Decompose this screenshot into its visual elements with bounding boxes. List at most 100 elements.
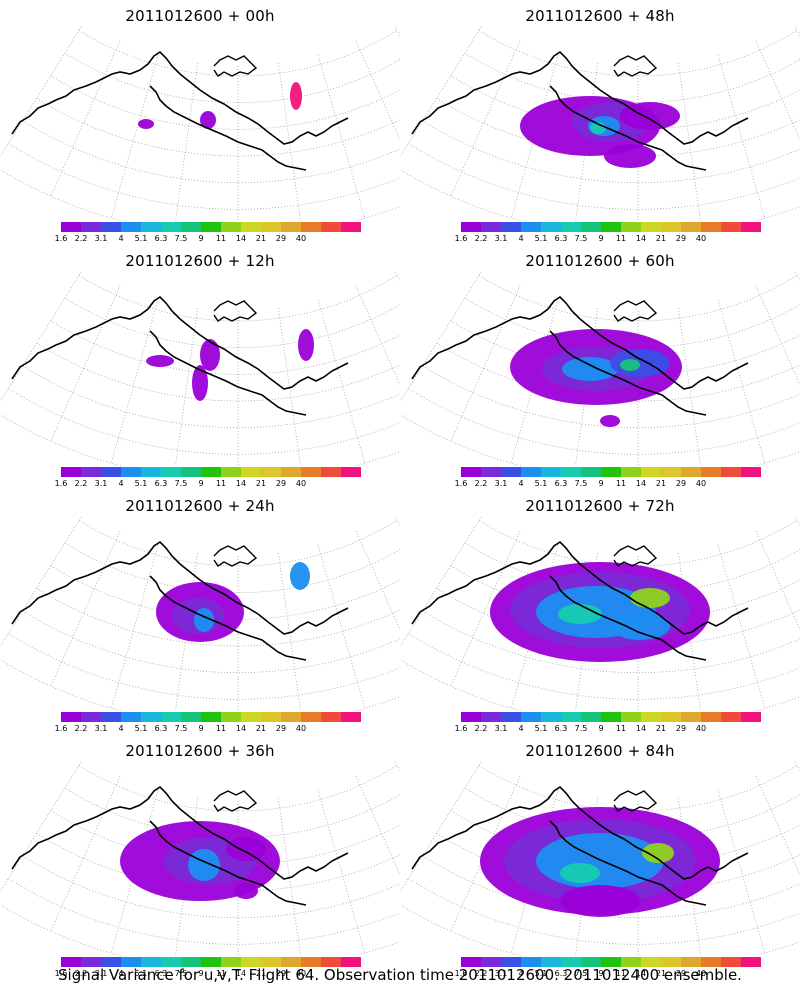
variance-contour bbox=[630, 588, 670, 608]
variance-contour bbox=[226, 837, 266, 861]
coastline-pacific bbox=[11, 785, 349, 880]
latitude-line bbox=[0, 659, 400, 711]
colorbar-tick-label: 3.1 bbox=[494, 969, 508, 978]
colorbar-labels: 1.6 2.2 3.1 4 5.1 6.3 7.5 9 11 14 21 29 40 bbox=[455, 724, 761, 736]
coastline-arctic-islands bbox=[613, 545, 658, 567]
colorbar-tick-label: 9 bbox=[598, 479, 604, 488]
colorbar-swatch bbox=[741, 957, 761, 967]
colorbar-swatch bbox=[501, 222, 521, 232]
latitude-line bbox=[464, 297, 800, 348]
colorbar-tick-label: 21 bbox=[655, 479, 667, 488]
meridian-line bbox=[317, 789, 366, 954]
latitude-line bbox=[436, 97, 800, 157]
panel-title: 2011012600 + 72h bbox=[525, 497, 675, 515]
coastline-america bbox=[549, 820, 707, 906]
colorbar-swatch bbox=[721, 712, 741, 722]
variance-field bbox=[138, 82, 302, 129]
colorbar-swatch bbox=[341, 712, 361, 722]
colorbar-swatch bbox=[481, 712, 501, 722]
variance-contour bbox=[562, 357, 618, 381]
colorbar-swatch bbox=[701, 467, 721, 477]
colorbar-tick-label: 7.5 bbox=[174, 969, 188, 978]
colorbar-tick-label: 6.3 bbox=[554, 724, 568, 733]
colorbar-tick-label: 3.1 bbox=[94, 724, 108, 733]
colorbar-tick-label: 9 bbox=[198, 724, 204, 733]
meridian-line bbox=[678, 63, 701, 221]
colorbar-swatch bbox=[681, 467, 701, 477]
colorbar-swatch bbox=[201, 467, 221, 477]
meridian-line bbox=[317, 54, 366, 219]
meridian-line bbox=[393, 761, 400, 771]
variance-contour bbox=[290, 82, 302, 110]
colorbar-swatch bbox=[281, 712, 301, 722]
colorbar-swatch bbox=[681, 957, 701, 967]
colorbar-swatch bbox=[281, 222, 301, 232]
meridian-line bbox=[355, 285, 400, 386]
meridian-line bbox=[355, 775, 400, 876]
colorbar-tick-label: 9 bbox=[598, 969, 604, 978]
meridian-line bbox=[278, 63, 301, 221]
colorbar-swatch bbox=[561, 222, 581, 232]
variance-contour bbox=[610, 349, 670, 377]
colorbar-tick-label: 3.1 bbox=[94, 234, 108, 243]
colorbar-tick-label: 21 bbox=[255, 234, 267, 243]
colorbar-swatch bbox=[101, 957, 121, 967]
colorbar-swatch bbox=[721, 467, 741, 477]
colorbar-tick-label: 11 bbox=[215, 969, 227, 978]
meridian-line bbox=[400, 26, 483, 158]
coastline-america bbox=[149, 820, 307, 906]
polar-map bbox=[400, 761, 800, 956]
colorbar-labels: 1.6 2.2 3.1 4 5.1 6.3 7.5 9 11 14 21 29 40 bbox=[55, 234, 361, 246]
colorbar-tick-label: 14 bbox=[635, 969, 647, 978]
meridian-line bbox=[317, 544, 366, 709]
colorbar-swatch bbox=[461, 712, 481, 722]
variance-field bbox=[510, 329, 682, 427]
colorbar-tick-label: 29 bbox=[675, 724, 687, 733]
latitude-line bbox=[436, 587, 800, 647]
polar-map bbox=[0, 271, 400, 466]
colorbar-tick-label: 14 bbox=[235, 234, 247, 243]
meridian-line bbox=[678, 308, 701, 466]
latitude-line bbox=[36, 97, 400, 157]
latitude-line bbox=[64, 297, 400, 348]
graticule bbox=[0, 26, 400, 221]
colorbar-swatches bbox=[461, 712, 761, 722]
colorbar-swatch bbox=[621, 712, 641, 722]
coastline-pacific bbox=[411, 540, 749, 635]
colorbar-tick-label: 1.6 bbox=[54, 724, 68, 733]
meridian-line bbox=[278, 798, 301, 956]
colorbar-swatch bbox=[301, 957, 321, 967]
colorbar-tick-label: 4 bbox=[118, 479, 124, 488]
colorbar-tick-label: 40 bbox=[695, 969, 707, 978]
coastline bbox=[411, 785, 749, 906]
colorbar-tick-label: 1.6 bbox=[454, 724, 468, 733]
colorbar-swatch bbox=[601, 957, 621, 967]
meridian-line bbox=[0, 26, 83, 158]
colorbar-swatch bbox=[561, 957, 581, 967]
colorbar-tick-label: 2.2 bbox=[74, 969, 88, 978]
variance-contour bbox=[192, 365, 208, 401]
colorbar-tick-label: 21 bbox=[255, 724, 267, 733]
colorbar-tick-label: 5.1 bbox=[134, 724, 148, 733]
meridian-line bbox=[793, 761, 800, 771]
latitude-line bbox=[64, 52, 400, 103]
colorbar-swatch bbox=[141, 467, 161, 477]
colorbar-swatch bbox=[61, 222, 81, 232]
variance-contour bbox=[600, 415, 620, 427]
meridian-line bbox=[0, 761, 83, 893]
meridian-line bbox=[278, 308, 301, 466]
colorbar-swatch bbox=[161, 222, 181, 232]
colorbar-swatch bbox=[161, 957, 181, 967]
coastline-america bbox=[149, 85, 307, 171]
meridian-line bbox=[400, 271, 483, 403]
colorbar-tick-label: 9 bbox=[598, 724, 604, 733]
colorbar-tick-label: 29 bbox=[275, 479, 287, 488]
latitude-line bbox=[464, 787, 800, 838]
colorbar-labels: 1.6 2.2 3.1 4 5.1 6.3 7.5 9 11 14 21 29 40 bbox=[455, 234, 761, 246]
variance-field bbox=[520, 96, 680, 168]
colorbar-swatch bbox=[641, 712, 661, 722]
colorbar-swatch bbox=[641, 467, 661, 477]
colorbar-tick-label: 29 bbox=[275, 724, 287, 733]
colorbar-swatch bbox=[201, 712, 221, 722]
colorbar-swatch bbox=[661, 467, 681, 477]
